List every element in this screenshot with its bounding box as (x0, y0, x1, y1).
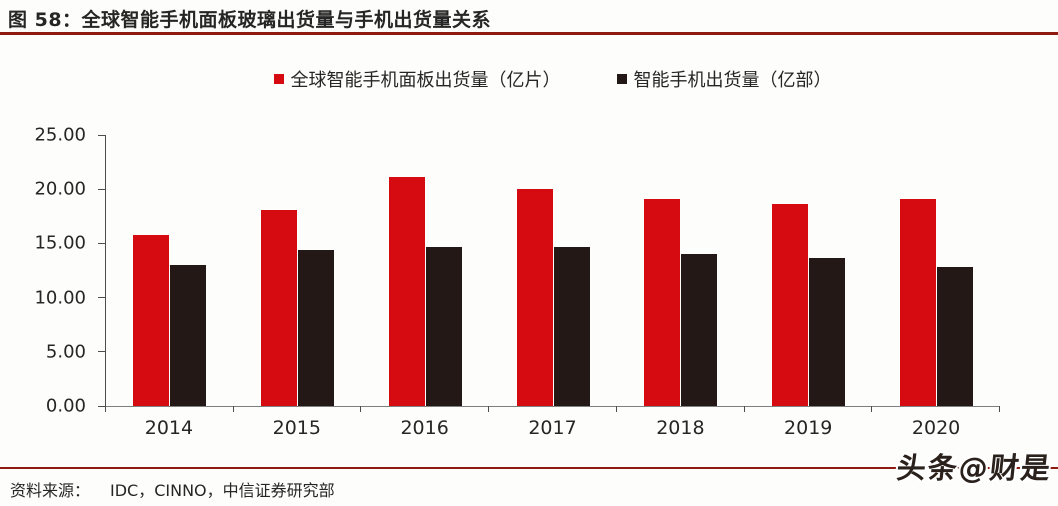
legend-square-icon (616, 74, 627, 84)
chart-legend: 全球智能手机面板出货量（亿片） 智能手机出货量（亿部） (105, 66, 1000, 92)
x-axis-tick (360, 406, 362, 412)
x-axis-tick (232, 406, 234, 412)
bottom-divider-rule (0, 467, 1058, 469)
x-axis-tick (743, 406, 745, 412)
y-axis-tick (98, 351, 106, 353)
y-axis-tick-label: 20.00 (34, 178, 86, 200)
bar-2020-series-2 (936, 267, 973, 406)
x-axis-tick (871, 406, 873, 412)
bar-2015-series-2 (298, 249, 335, 406)
y-axis-tick (98, 188, 106, 190)
bar-group-2017 (489, 135, 617, 406)
bar-2018-series-2 (681, 254, 718, 406)
legend-label: 智能手机出货量（亿部） (633, 70, 832, 91)
legend-item-1: 全球智能手机面板出货量（亿片） (273, 66, 561, 92)
y-axis-tick (98, 297, 106, 299)
legend-square-icon (273, 74, 284, 84)
y-axis-tick-label: 5.00 (45, 341, 86, 363)
x-axis-tick-label: 2019 (784, 417, 833, 439)
bar-group-2016 (361, 135, 489, 406)
x-axis-tick-label: 2017 (528, 417, 577, 439)
x-axis-tick (105, 406, 106, 412)
x-axis-tick-label: 2014 (144, 417, 194, 439)
bar-2019-series-2 (808, 257, 845, 406)
source-label: 资料来源： (10, 481, 91, 500)
figure-title: 图 58：全球智能手机面板玻璃出货量与手机出货量关系 (8, 9, 492, 31)
bar-2016-series-2 (425, 246, 462, 406)
y-axis-tick-label: 25.00 (34, 124, 86, 146)
bar-2017-series-2 (553, 246, 590, 406)
bar-group-2014 (106, 135, 234, 406)
x-axis-tick-label: 2018 (656, 417, 705, 439)
x-axis-tick-label: 2016 (400, 417, 449, 439)
bar-2019-series-1 (771, 204, 808, 406)
y-axis-tick-label: 15.00 (34, 232, 86, 254)
bar-2016-series-1 (388, 177, 425, 406)
legend-label: 全球智能手机面板出货量（亿片） (290, 70, 561, 91)
title-divider-rule (0, 32, 1058, 35)
bar-group-2020 (872, 135, 1000, 406)
bar-2014-series-1 (133, 234, 170, 406)
x-axis-tick-label: 2015 (272, 417, 321, 439)
bar-group-2018 (617, 135, 745, 406)
y-axis-tick (98, 242, 106, 244)
bar-groups (106, 135, 1000, 406)
bar-2018-series-1 (644, 199, 681, 406)
x-axis-tick (488, 406, 490, 412)
bar-2017-series-1 (516, 189, 553, 406)
bar-2014-series-2 (170, 265, 207, 406)
watermark: 头条@财是 (894, 451, 1054, 485)
y-axis-tick (98, 134, 106, 136)
source-text: IDC，CINNO，中信证券研究部 (110, 481, 335, 500)
x-axis-tick (999, 406, 1000, 412)
x-axis-tick-label: 2020 (911, 417, 961, 439)
bar-2020-series-1 (899, 199, 936, 406)
y-axis: 0.00 5.00 10.00 15.00 20.00 25.00 (0, 125, 86, 417)
y-axis-tick (98, 405, 106, 407)
plot-area (98, 134, 1000, 412)
bar-group-2019 (745, 135, 873, 406)
source-row: 资料来源： IDC，CINNO，中信证券研究部 (10, 477, 335, 501)
bar-group-2015 (234, 135, 362, 406)
bar-2015-series-1 (261, 209, 298, 406)
legend-item-2: 智能手机出货量（亿部） (616, 66, 832, 92)
x-axis-tick (615, 406, 617, 412)
y-axis-tick-label: 0.00 (45, 395, 86, 417)
x-axis-labels: 2014 2015 2016 2017 2018 2019 2020 (105, 417, 1000, 439)
y-axis-tick-label: 10.00 (34, 287, 86, 309)
